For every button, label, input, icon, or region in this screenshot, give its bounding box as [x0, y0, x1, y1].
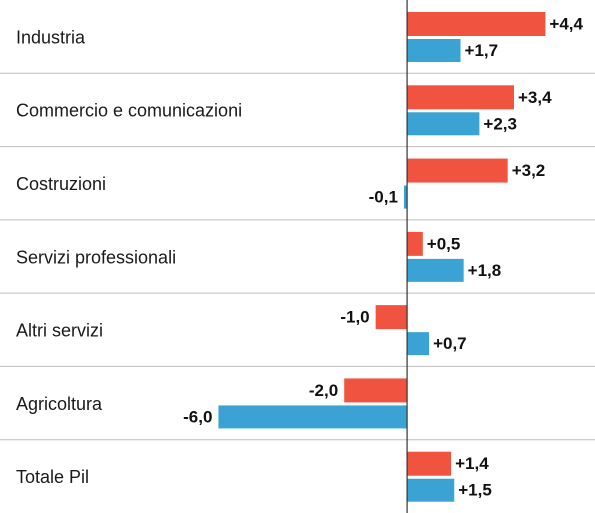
bar: [403, 185, 408, 209]
bar: [407, 158, 508, 183]
bar: [407, 332, 430, 356]
value-label: -6,0: [183, 407, 212, 426]
bar: [407, 478, 455, 502]
bar: [407, 39, 461, 62]
category-label: Agricoltura: [16, 394, 103, 414]
value-label: -2,0: [309, 381, 338, 400]
value-label: +0,7: [433, 334, 467, 353]
value-label: +1,4: [455, 454, 489, 473]
value-label: +1,7: [465, 41, 499, 60]
value-label: +3,4: [518, 88, 552, 107]
bar: [344, 378, 408, 403]
category-label: Totale Pil: [16, 467, 89, 487]
category-label: Servizi professionali: [16, 247, 176, 267]
value-label: +0,5: [427, 234, 461, 253]
value-label: +4,4: [549, 14, 583, 33]
bar: [375, 305, 408, 330]
category-label: Costruzioni: [16, 174, 106, 194]
bar: [407, 12, 546, 36]
value-label: +1,5: [458, 481, 492, 500]
value-label: +3,2: [512, 161, 546, 180]
category-label: Industria: [16, 27, 86, 47]
bar: [407, 231, 423, 256]
bar: [407, 85, 514, 110]
category-label: Altri servizi: [16, 321, 103, 341]
value-label: -0,1: [369, 188, 398, 207]
bar: [407, 112, 480, 136]
bar: [218, 405, 408, 429]
bar: [407, 258, 464, 282]
value-label: +1,8: [468, 261, 502, 280]
category-label: Commercio e comunicazioni: [16, 101, 242, 121]
bar: [407, 451, 452, 476]
value-label: +2,3: [483, 114, 517, 133]
value-label: -1,0: [340, 308, 369, 327]
